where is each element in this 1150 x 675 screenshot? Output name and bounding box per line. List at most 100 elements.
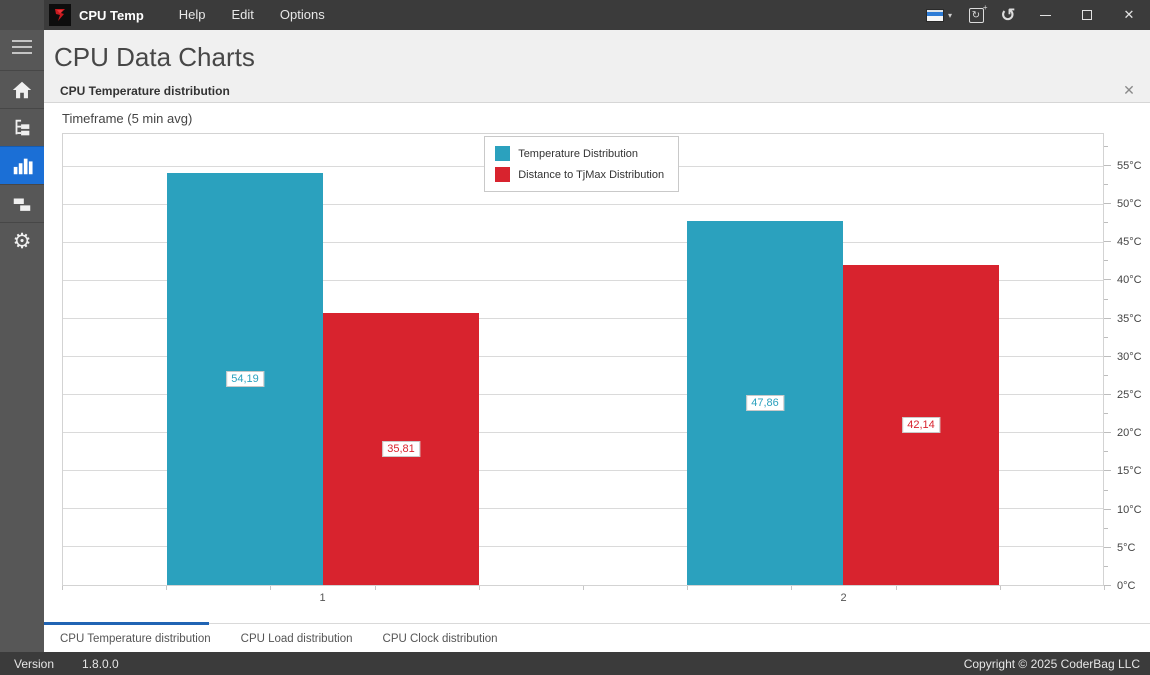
- tab-cpu-load-distribution[interactable]: CPU Load distribution: [240, 633, 353, 645]
- y-tick-minor: [1104, 374, 1108, 376]
- gridline: [63, 431, 1103, 433]
- y-tick-minor: [1104, 451, 1108, 453]
- flag-icon: [925, 8, 944, 22]
- home-icon: [12, 81, 32, 98]
- statusbar: Version 1.8.0.0 Copyright © 2025 CoderBa…: [0, 652, 1150, 675]
- y-tick-minor: [1104, 260, 1108, 262]
- bar-chart-icon: [13, 158, 33, 174]
- x-tick: [62, 586, 63, 590]
- x-tick: [687, 586, 689, 590]
- y-tick-label: 50°C: [1117, 198, 1142, 211]
- y-tick: [1104, 394, 1111, 396]
- gridline: [63, 507, 1103, 509]
- close-button[interactable]: ✕: [1108, 0, 1150, 30]
- gridline: [63, 241, 1103, 243]
- y-tick-minor: [1104, 145, 1108, 147]
- language-flag-button[interactable]: ▾: [918, 0, 960, 30]
- y-tick: [1104, 432, 1111, 434]
- x-tick: [270, 586, 272, 590]
- y-tick: [1104, 355, 1111, 357]
- gridline: [63, 469, 1103, 471]
- reset-layout-button[interactable]: ↻ +: [960, 0, 992, 30]
- y-tick-minor: [1104, 565, 1108, 567]
- y-tick-minor: [1104, 413, 1108, 415]
- x-category-label: 2: [840, 592, 847, 604]
- chevron-down-icon: ▾: [947, 10, 952, 20]
- y-tick: [1104, 164, 1111, 166]
- panel-header: CPU Temperature distribution ✕: [44, 79, 1150, 103]
- gridline: [63, 203, 1103, 205]
- undo-button[interactable]: ↺: [992, 0, 1024, 30]
- copyright-text: Copyright © 2025 CoderBag LLC: [963, 656, 1140, 671]
- tab-cpu-temperature-distribution[interactable]: CPU Temperature distribution: [60, 633, 211, 645]
- app-title: CPU Temp: [79, 7, 144, 23]
- gridline: [63, 317, 1103, 319]
- bar-value-label: 54,19: [226, 370, 264, 387]
- sidebar-item-settings[interactable]: ⚙: [0, 222, 44, 260]
- x-category-label: 1: [319, 592, 326, 604]
- y-tick: [1104, 203, 1111, 205]
- x-tick: [478, 586, 480, 590]
- titlebar: CPU Temp Help Edit Options ▾ ↻ + ↺ ✕: [0, 0, 1150, 30]
- undo-icon: ↺: [1000, 4, 1016, 25]
- gridline: [63, 279, 1103, 281]
- minimize-button[interactable]: [1024, 0, 1066, 30]
- y-tick-label: 10°C: [1117, 503, 1142, 516]
- active-tab-indicator: [44, 622, 209, 625]
- close-icon: ✕: [1123, 7, 1135, 22]
- hamburger-icon: [12, 40, 32, 42]
- menu-toggle-button[interactable]: [0, 30, 44, 64]
- plot-area: Temperature Distribution Distance to TjM…: [62, 133, 1104, 586]
- menu-edit[interactable]: Edit: [231, 7, 254, 22]
- sidebar: ⚙: [0, 30, 44, 652]
- y-tick: [1104, 585, 1111, 586]
- x-tick: [791, 586, 793, 590]
- sidebar-item-layout[interactable]: [0, 184, 44, 222]
- y-tick-label: 15°C: [1117, 465, 1142, 478]
- legend-item-tjmax: Distance to TjMax Distribution: [495, 167, 664, 182]
- sidebar-item-sensor-tree[interactable]: [0, 108, 44, 146]
- gridline: [63, 545, 1103, 547]
- chart: Temperature Distribution Distance to TjM…: [62, 133, 1150, 592]
- tab-cpu-clock-distribution[interactable]: CPU Clock distribution: [382, 633, 498, 645]
- panel-title: CPU Temperature distribution: [60, 83, 230, 98]
- y-tick-label: 20°C: [1117, 427, 1142, 440]
- y-tick-label: 5°C: [1117, 541, 1136, 554]
- x-tick: [583, 586, 584, 590]
- timeframe-label: Timeframe (5 min avg): [62, 111, 193, 126]
- tree-icon: [15, 119, 30, 135]
- x-tick: [895, 586, 897, 590]
- titlebar-corner: [0, 0, 44, 30]
- app-logo-icon: [49, 4, 71, 26]
- y-tick-minor: [1104, 527, 1108, 529]
- version-label: Version: [14, 656, 55, 671]
- y-tick: [1104, 508, 1111, 510]
- legend-swatch-tjmax: [495, 167, 511, 182]
- bar-value-label: 42,14: [902, 416, 940, 433]
- reset-layout-icon: ↻ +: [968, 3, 988, 23]
- sidebar-item-charts[interactable]: [0, 146, 44, 184]
- x-tick: [1104, 586, 1105, 590]
- bar-value-label: 47,86: [746, 395, 784, 412]
- maximize-button[interactable]: [1066, 0, 1108, 30]
- x-tick: [166, 586, 168, 590]
- sidebar-item-home[interactable]: [0, 70, 44, 108]
- y-tick-minor: [1104, 298, 1108, 300]
- y-tick: [1104, 317, 1111, 319]
- page-title: CPU Data Charts: [54, 42, 255, 72]
- y-tick-label: 40°C: [1117, 274, 1142, 287]
- menu-options[interactable]: Options: [279, 7, 325, 22]
- gear-icon: ⚙: [12, 229, 32, 253]
- maximize-icon: [1082, 10, 1092, 20]
- y-tick: [1104, 470, 1111, 472]
- chart-tabbar: CPU Temperature distribution CPU Load di…: [44, 622, 1150, 645]
- menu-help[interactable]: Help: [178, 7, 206, 22]
- panel-close-button[interactable]: ✕: [1123, 82, 1135, 98]
- panel-body: Timeframe (5 min avg) Temperature Distri…: [44, 103, 1150, 652]
- y-tick-label: 30°C: [1117, 350, 1142, 363]
- gridline: [63, 355, 1103, 357]
- y-tick-label: 55°C: [1117, 159, 1142, 172]
- x-tick: [374, 586, 376, 590]
- y-tick-label: 0°C: [1117, 580, 1136, 592]
